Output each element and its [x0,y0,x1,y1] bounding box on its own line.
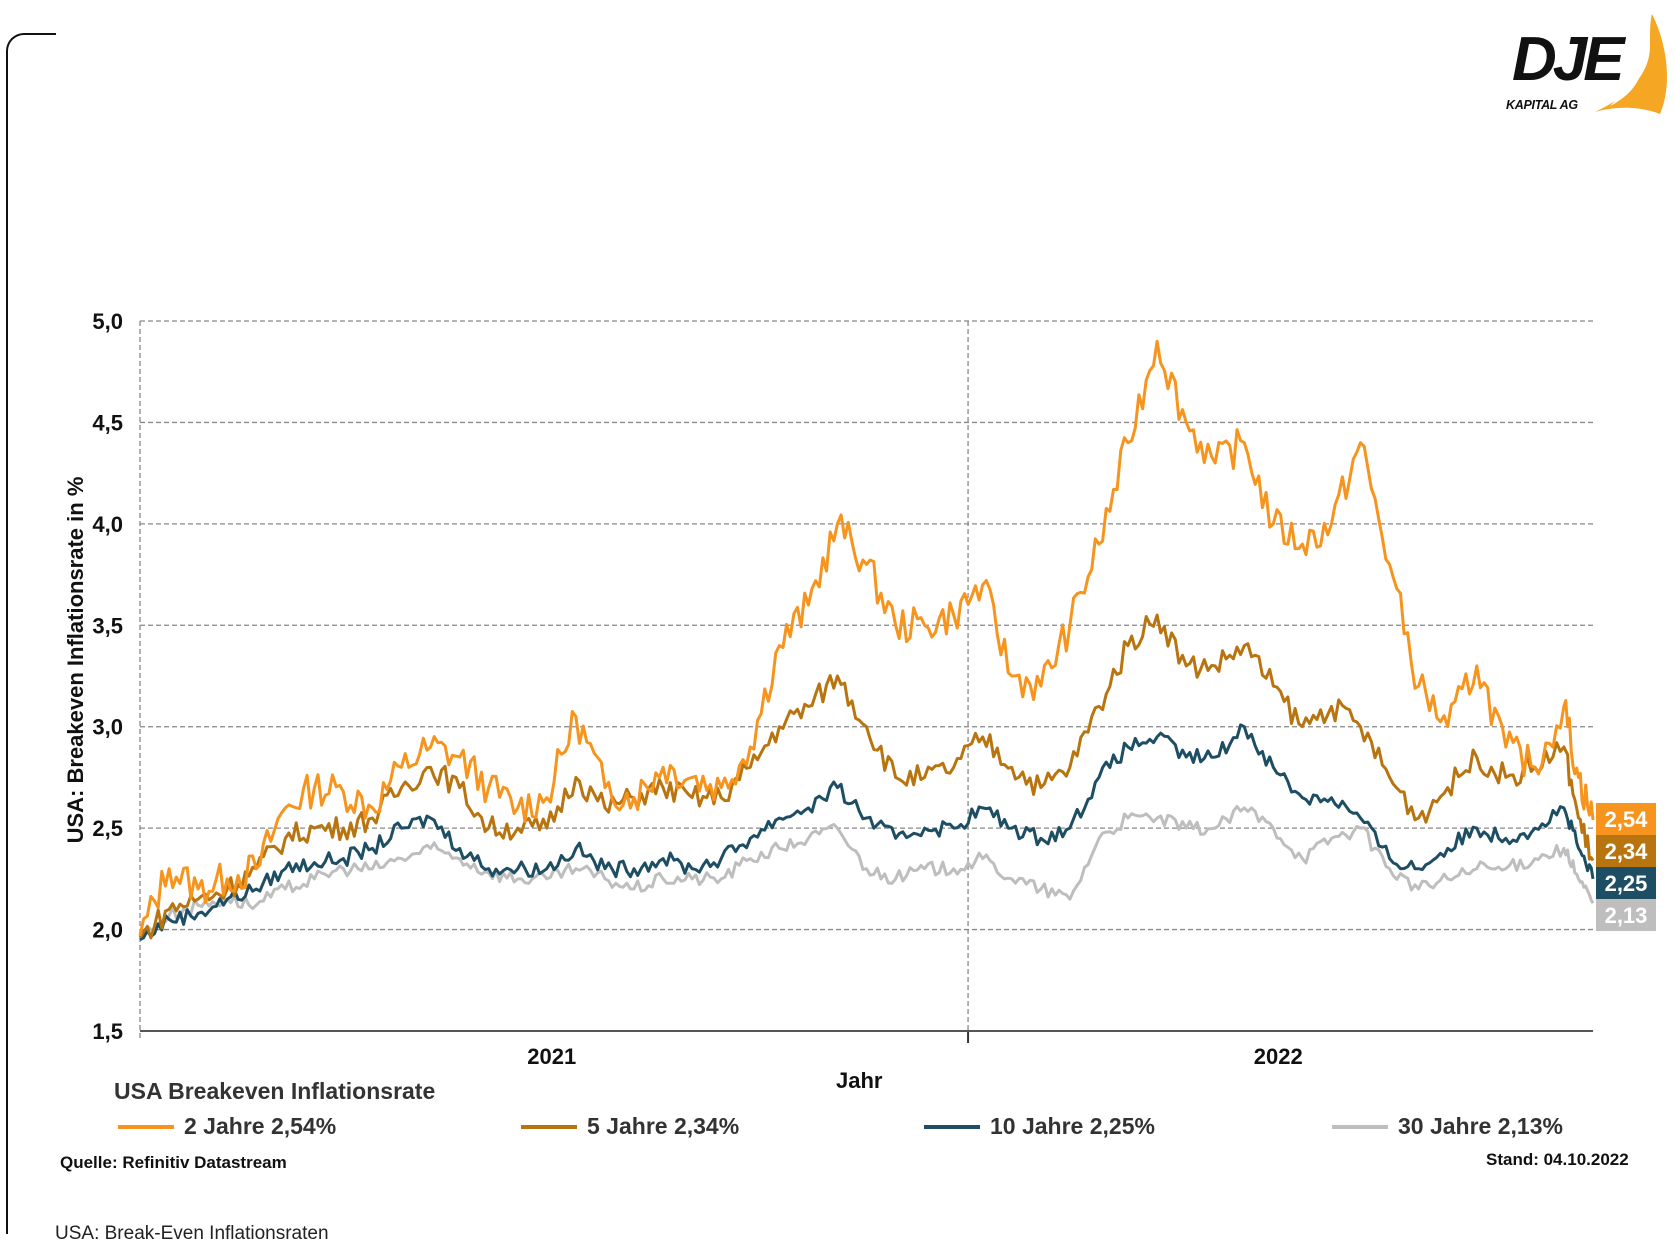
y-tick-labels: 1,5 2,0 2,5 3,0 3,5 4,0 4,5 5,0 [92,309,123,1044]
slide-title: USA: Break-Even Inflationsraten [55,1223,329,1244]
x-tick-labels: 2021 2022 [527,1044,1302,1069]
legend-label: 2 Jahre 2,54% [184,1113,337,1139]
y-tick-label: 3,5 [92,613,123,638]
legend-item-2y: 2 Jahre 2,54% [118,1113,336,1140]
slide-frame-corner [6,33,56,1234]
end-label-value: 2,13 [1605,903,1648,928]
source-note: Quelle: Refinitiv Datastream [60,1153,287,1172]
legend-label: 10 Jahre 2,25% [990,1113,1155,1139]
series-line-5-jahre [138,613,1595,940]
sail-icon [1595,14,1667,114]
legend-item-30y: 30 Jahre 2,13% [1332,1113,1563,1140]
series-line-2-jahre [138,339,1595,937]
y-tick-label: 2,5 [92,816,123,841]
end-label-box [1596,835,1656,867]
legend-title: USA Breakeven Inflationsrate [114,1078,436,1104]
logo-subtitle: KAPITAL AG [1506,98,1578,112]
end-label-box [1596,867,1656,899]
y-tick-label: 4,0 [92,512,123,537]
legend-swatch [118,1124,174,1129]
legend-item-5y: 5 Jahre 2,34% [521,1113,739,1140]
legend-label: 5 Jahre 2,34% [587,1113,740,1139]
series-lines [138,339,1595,942]
end-label-value: 2,34 [1605,839,1649,864]
y-axis-label: USA: Breakeven Inflationsrate in % [63,476,88,844]
end-label-value: 2,25 [1605,871,1648,896]
end-label-value: 2,54 [1605,807,1649,832]
y-tick-label: 3,0 [92,715,123,740]
y-tick-label: 5,0 [92,309,123,334]
date-note: Stand: 04.10.2022 [1486,1150,1629,1169]
legend-swatch [1332,1124,1388,1129]
series-line-30-jahre [139,805,1595,938]
logo-brand: DJE [1512,25,1625,94]
x-tick-label: 2022 [1254,1044,1303,1069]
series-line-10-jahre [139,723,1595,942]
grid-lines [139,320,1593,1043]
legend-item-10y: 10 Jahre 2,25% [924,1113,1155,1140]
end-label-box [1596,899,1656,931]
legend-label: 30 Jahre 2,13% [1398,1113,1563,1139]
x-axis-label: Jahr [836,1068,883,1093]
legend-swatch [521,1124,577,1129]
x-tick-label: 2021 [527,1044,576,1069]
y-tick-label: 4,5 [92,410,123,435]
end-value-labels: 2,54 2,34 2,25 2,13 [1596,803,1656,931]
y-tick-label: 2,0 [92,918,123,943]
end-label-box [1596,803,1656,835]
y-tick-label: 1,5 [92,1019,123,1044]
legend-swatch [924,1124,980,1129]
dje-logo: DJE KAPITAL AG [1500,6,1675,121]
